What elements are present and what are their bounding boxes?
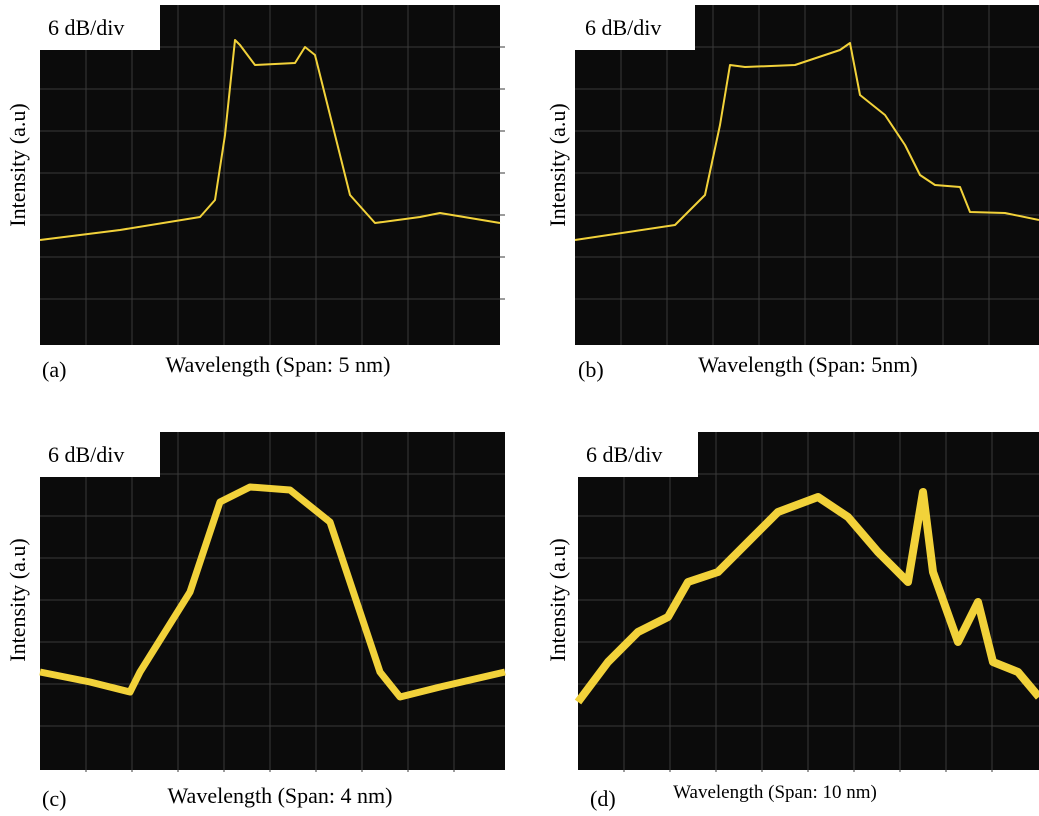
y-label: Intensity (a.u) (5, 538, 30, 661)
trace (574, 488, 1039, 705)
panel-d: 6 dB/div (574, 431, 1039, 773)
y-label: Intensity (a.u) (545, 103, 570, 226)
panel-tag: (c) (42, 786, 66, 811)
trace (39, 483, 506, 701)
panel-a: 6 dB/div (39, 4, 506, 346)
panel-tag: (a) (42, 357, 66, 382)
y-label: Intensity (a.u) (545, 538, 570, 661)
y-label: Intensity (a.u) (5, 103, 30, 226)
panel-b: 6 dB/div (574, 4, 1039, 346)
screen (40, 432, 505, 770)
scale-label: 6 dB/div (48, 15, 124, 40)
screen (575, 5, 1039, 345)
scale-label: 6 dB/div (585, 15, 661, 40)
trace (39, 39, 501, 241)
x-label: Wavelength (Span: 5 nm) (166, 352, 391, 377)
x-label: Wavelength (Span: 4 nm) (168, 783, 393, 808)
scale-label: 6 dB/div (48, 442, 124, 467)
x-label: Wavelength (Span: 10 nm) (673, 782, 877, 803)
x-label: Wavelength (Span: 5nm) (698, 352, 917, 377)
panel-tag: (b) (578, 357, 604, 382)
scale-label: 6 dB/div (586, 442, 662, 467)
panel-tag: (d) (590, 786, 616, 811)
trace (574, 42, 1039, 241)
panel-c: 6 dB/div (39, 431, 506, 773)
